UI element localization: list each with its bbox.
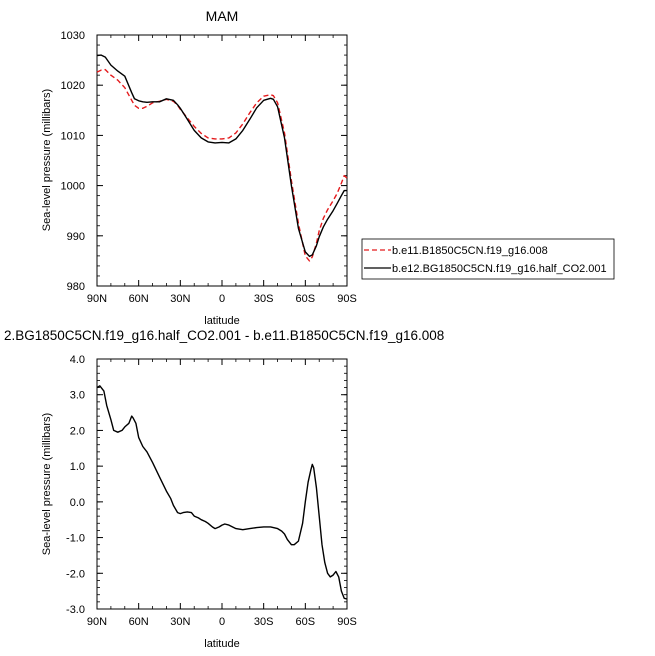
x-axis-label-bottom: latitude <box>204 638 239 650</box>
y-tick-label-top: 1010 <box>61 130 85 142</box>
axis-ticks-top: 90N 60N 30N 0 30S 60S 90S 980 990 1000 1010 1020 103… <box>61 30 357 305</box>
y-tick-label-bottom: 0.0 <box>70 497 85 509</box>
x-tick-label-top: 90S <box>337 293 357 305</box>
y-tick-label-top: 980 <box>67 281 85 293</box>
y-tick-label-top: 1020 <box>61 80 85 92</box>
chart-title-top: MAM <box>206 8 239 24</box>
y-tick-label-bottom: 2.0 <box>70 425 85 437</box>
y-tick-label-bottom: -3.0 <box>66 604 85 616</box>
legend: b.e11.B1850C5CN.f19_g16.008 b.e12.BG1850… <box>361 238 615 280</box>
x-tick-label-bottom: 90N <box>87 616 107 628</box>
y-tick-label-bottom: -2.0 <box>66 568 85 580</box>
plot-frame-top <box>96 34 348 287</box>
legend-box <box>361 238 615 280</box>
x-tick-label-top: 90N <box>87 293 107 305</box>
x-tick-label-top: 60N <box>129 293 149 305</box>
y-tick-label-bottom: 4.0 <box>70 354 85 366</box>
x-tick-label-top: 60S <box>296 293 316 305</box>
x-tick-label-top: 0 <box>219 293 225 305</box>
series-lines-top <box>96 54 348 262</box>
x-tick-label-bottom: 60S <box>296 616 316 628</box>
x-tick-label-top: 30N <box>170 293 190 305</box>
x-tick-label-bottom: 60N <box>129 616 149 628</box>
y-tick-label-bottom: 1.0 <box>70 461 85 473</box>
series-line-top-2 <box>96 54 347 258</box>
series-lines-bottom <box>96 385 348 600</box>
plot-frame-bottom <box>96 358 348 610</box>
series-line-bottom-1 <box>96 385 348 600</box>
y-tick-label-bottom: 3.0 <box>70 390 85 402</box>
x-tick-label-bottom: 30N <box>170 616 190 628</box>
y-tick-label-top: 990 <box>67 231 85 243</box>
series-line-top-1 <box>96 68 348 262</box>
x-tick-label-bottom: 0 <box>219 616 225 628</box>
y-axis-label-top: Sea-level pressure (millibars) <box>41 89 53 231</box>
y-tick-label-top: 1030 <box>61 30 85 42</box>
legend-label-series-1: b.e11.B1850C5CN.f19_g16.008 <box>392 245 548 257</box>
panel-mam: MAM 90N 60N 30N 0 30S 60S 90S 980 990 1000 1010 102… <box>41 8 615 327</box>
x-tick-label-bottom: 90S <box>337 616 357 628</box>
panel-difference: 2.BG1850C5CN.f19_g16.half_CO2.001 - b.e1… <box>4 328 444 650</box>
y-tick-label-bottom: -1.0 <box>66 533 85 545</box>
x-tick-label-top: 30S <box>254 293 274 305</box>
legend-label-series-2: b.e12.BG1850C5CN.f19_g16.half_CO2.001 <box>392 263 607 275</box>
x-axis-label-top: latitude <box>204 315 239 327</box>
chart-title-bottom: 2.BG1850C5CN.f19_g16.half_CO2.001 - b.e1… <box>4 328 444 343</box>
axis-ticks-bottom: 90N 60N 30N 0 30S 60S 90S -3.0 -2.0 -1.0 0.0 1.0 2.0… <box>66 354 357 628</box>
y-tick-label-top: 1000 <box>61 181 85 193</box>
y-axis-label-bottom: Sea-level pressure (millibars) <box>41 413 53 555</box>
x-tick-label-bottom: 30S <box>254 616 274 628</box>
